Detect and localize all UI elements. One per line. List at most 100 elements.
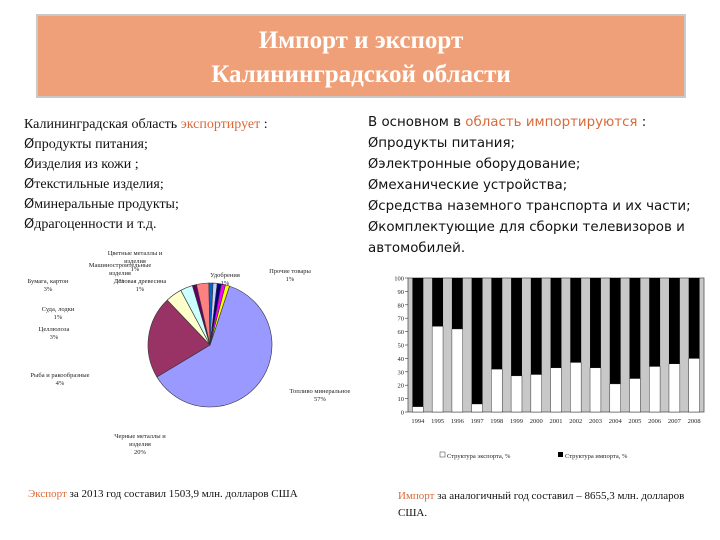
legend-swatch-import [558, 452, 563, 457]
bar-import [590, 278, 601, 368]
bar-import [511, 278, 522, 376]
bullet-arrow-icon: Ø [24, 177, 35, 192]
bar-import [471, 278, 483, 404]
pie-label: Рыба и ракообразные 4% [30, 372, 89, 387]
export-item-label: продукты питания; [34, 137, 148, 152]
x-tick-label: 2004 [609, 418, 623, 425]
import-intro-prefix: В основном в [368, 115, 466, 130]
export-pie-chart: Цветные металлы и изделия 1% Машиностроител… [20, 245, 360, 465]
bullet-arrow-icon: Ø [368, 157, 379, 172]
pie-label: Удобрения 1% [210, 272, 240, 287]
import-total-note: Импорт за аналогичный год составил – 865… [398, 488, 716, 522]
import-list: В основном в область импортируются : Øпр… [368, 112, 718, 259]
x-tick-label: 1996 [451, 418, 465, 425]
x-tick-label: 1995 [431, 418, 444, 425]
pie-label: Суда, лодки 1% [42, 306, 75, 321]
y-tick-label: 80 [398, 302, 405, 309]
pie-label: Топливо минеральное 57% [290, 388, 351, 403]
bar-export [471, 403, 483, 413]
bar-export [491, 368, 503, 413]
export-item: Øизделия из кожи ; [24, 155, 354, 175]
bar-import [609, 278, 621, 384]
export-item: Øтекстильные изделия; [24, 175, 354, 195]
export-intro-accent: экспортирует [180, 117, 261, 132]
bar-import [629, 278, 641, 379]
export-item-label: минеральные продукты; [34, 197, 179, 212]
bar-import [649, 278, 661, 367]
export-total-text: за 2013 год составил 1503,9 млн. долларо… [66, 488, 298, 500]
x-tick-label: 2006 [648, 418, 662, 425]
bar-export [431, 325, 444, 413]
legend-label-export: Структура экспорта, % [447, 453, 511, 460]
bar-import [432, 278, 444, 327]
bar-svg: 0 10 20 30 40 50 60 70 80 90 100 1994 1995 1996 1997 19… [394, 276, 705, 460]
bar-export [589, 367, 602, 413]
bar-export [688, 358, 700, 413]
x-tick-label: 1998 [490, 418, 503, 425]
pie-label: Деловая древесина 1% [114, 278, 167, 293]
import-total-text: за аналогичный год составил – 8655,3 млн… [398, 490, 685, 519]
export-intro-prefix: Калининградская область [24, 117, 181, 132]
export-item: Øдрагоценности и т.д. [24, 215, 354, 235]
import-intro-accent: область импортируются [465, 115, 638, 130]
bar-export [530, 374, 542, 413]
import-item: Øэлектронные оборудование; [368, 154, 718, 175]
title-banner: Импорт и экспорт Калининградской области [36, 14, 686, 98]
import-item: Øсредства наземного транспорта и их част… [368, 196, 718, 217]
title-line-2: Калининградской области [211, 61, 511, 88]
bar-export [629, 378, 641, 413]
y-tick-label: 40 [398, 356, 405, 363]
export-list: Калининградская область экспортирует : Ø… [24, 115, 354, 235]
y-tick-label: 30 [398, 369, 405, 376]
y-tick-label: 90 [398, 289, 405, 296]
pie-label: Прочие товары 1% [269, 268, 311, 283]
bar-export [412, 406, 424, 413]
x-tick-label: 2001 [550, 418, 563, 425]
y-tick-label: 100 [394, 276, 404, 283]
bullet-arrow-icon: Ø [24, 157, 35, 172]
x-tick-label: 1999 [510, 418, 523, 425]
bullet-arrow-icon: Ø [368, 220, 379, 235]
import-item: Øмеханические устройства; [368, 175, 718, 196]
x-tick-label: 1997 [471, 418, 485, 425]
import-intro-suffix: : [637, 115, 647, 130]
title-line-1: Импорт и экспорт [258, 27, 464, 54]
export-item: Øпродукты питания; [24, 135, 354, 155]
import-total-accent: Импорт [398, 490, 435, 502]
x-tick-label: 2003 [589, 418, 602, 425]
bar-export [510, 375, 523, 413]
import-item: Øкомплектующие для сборки телевизоров и … [368, 217, 718, 259]
import-intro: В основном в область импортируются : [368, 112, 718, 133]
pie-label: Целлюлоза 3% [39, 326, 70, 341]
pie-slice [156, 285, 273, 408]
bar-export [570, 362, 582, 413]
export-item-label: изделия из кожи ; [34, 157, 139, 172]
import-item-label: комплектующие для сборки телевизоров и а… [368, 220, 685, 256]
bullet-arrow-icon: Ø [368, 136, 379, 151]
y-tick-label: 10 [398, 396, 405, 403]
pie-label: Черные металлы и изделия 20% [114, 433, 166, 456]
export-total-accent: Экспорт [28, 488, 67, 500]
bar-import [570, 278, 582, 363]
x-tick-label: 2000 [530, 418, 543, 425]
export-intro-suffix: : [260, 117, 268, 132]
legend-label-import: Структура импорта, % [565, 453, 628, 460]
bar-import [530, 278, 542, 375]
pie-label: Бумага, картон 3% [27, 278, 69, 293]
bar-import [550, 278, 562, 368]
y-tick-label: 20 [398, 383, 405, 390]
y-tick-label: 0 [401, 410, 404, 417]
x-tick-label: 2005 [628, 418, 641, 425]
y-tick-label: 60 [398, 329, 405, 336]
pie-label: Цветные металлы и изделия 1% [108, 250, 163, 273]
bar-import [668, 278, 680, 364]
bar-export [451, 328, 464, 413]
bullet-arrow-icon: Ø [24, 197, 35, 212]
import-item-label: средства наземного транспорта и их части… [378, 199, 691, 214]
bar-import [688, 278, 700, 359]
trade-structure-bar-chart: 0 10 20 30 40 50 60 70 80 90 100 1994 1995 1996 1997 19… [392, 272, 712, 472]
y-tick-label: 50 [398, 343, 405, 350]
export-total-note: Экспорт за 2013 год составил 1503,9 млн.… [28, 488, 388, 500]
import-item-label: электронные оборудование; [378, 157, 581, 172]
bullet-arrow-icon: Ø [368, 178, 379, 193]
